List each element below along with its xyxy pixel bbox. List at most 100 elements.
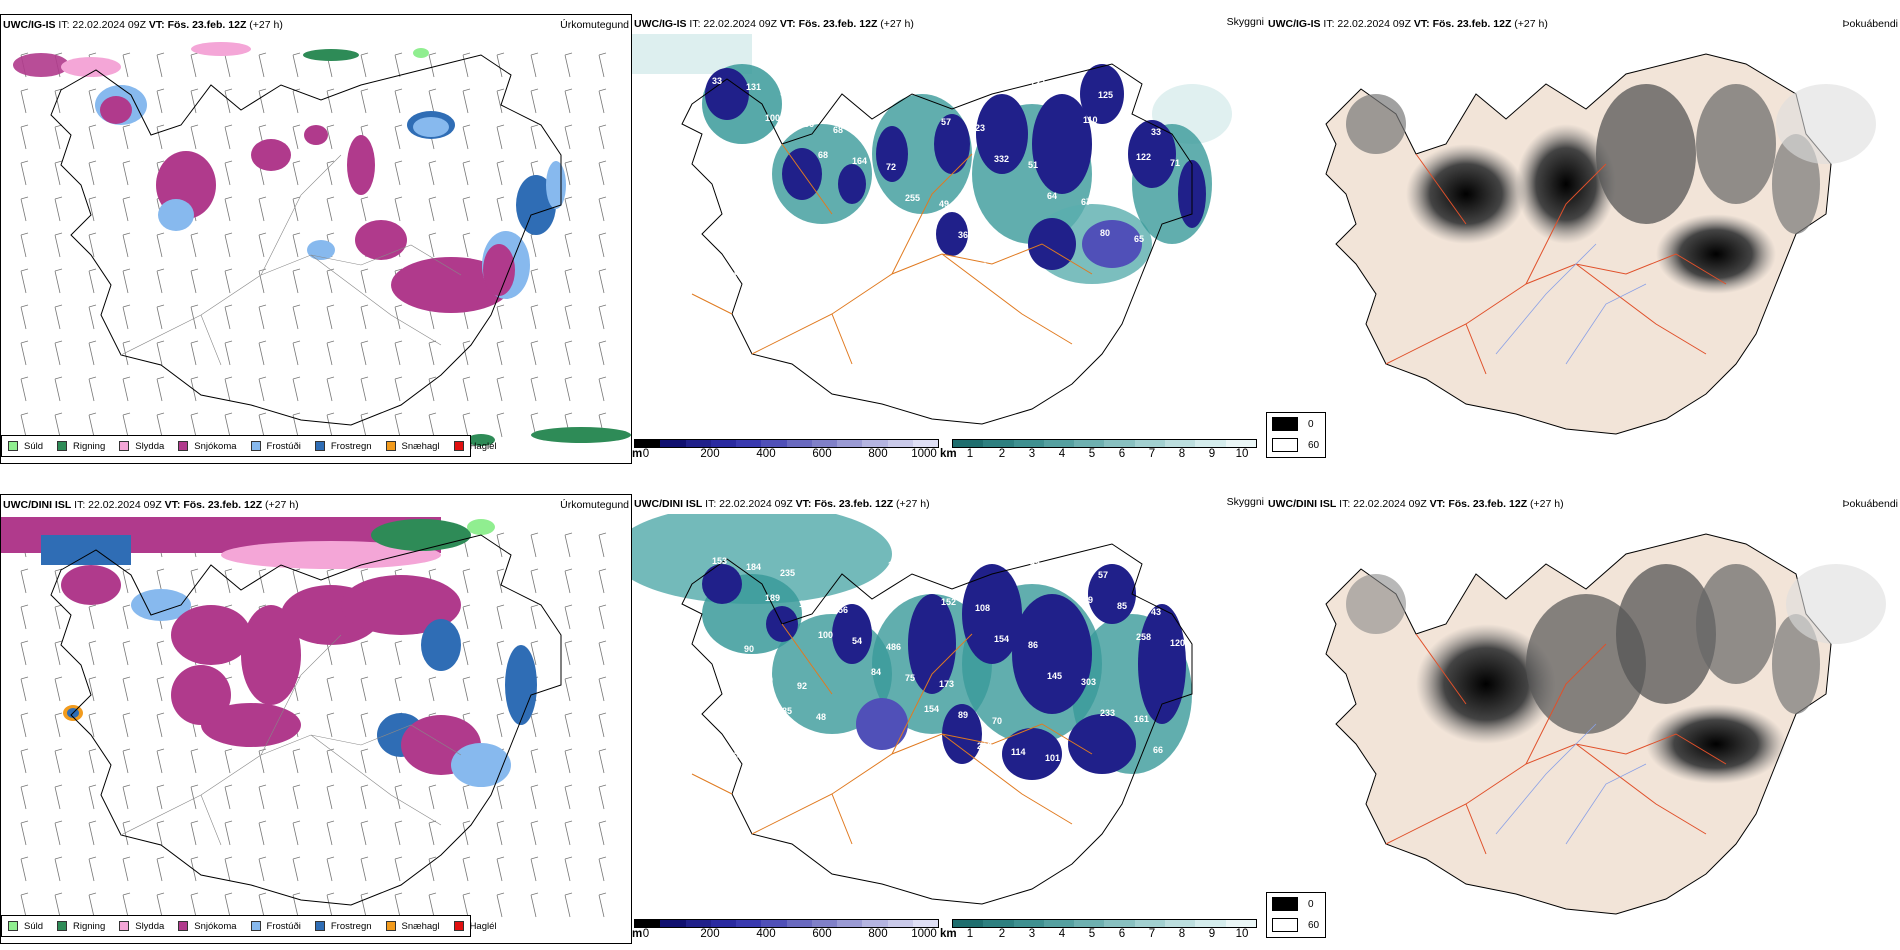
wind-barb bbox=[496, 52, 505, 78]
wind-barb bbox=[564, 784, 573, 810]
cloud-base-label: 255 bbox=[905, 193, 920, 203]
wind-barb bbox=[122, 676, 131, 702]
legend-item: Frostregn bbox=[314, 441, 372, 452]
wind-barb bbox=[394, 676, 403, 702]
cloud-base-label: 173 bbox=[939, 679, 954, 689]
colorbar-segment bbox=[811, 440, 837, 447]
cloud-base-label: 48 bbox=[816, 712, 826, 722]
legend-swatch bbox=[8, 441, 18, 451]
wind-barb bbox=[190, 232, 199, 258]
wind-barb bbox=[190, 304, 199, 330]
cloud-base-labels: 153 189 100 84 154 210 45 49 258 54 85 65 108 152 154 1… bbox=[712, 556, 1185, 763]
cloud-base-label: 184 bbox=[746, 562, 761, 572]
wind-barb bbox=[428, 856, 437, 882]
wind-barb bbox=[530, 640, 539, 666]
colorbar-segment bbox=[1013, 440, 1044, 447]
cloud-base-unit: m bbox=[632, 928, 643, 940]
colorbar-segment bbox=[761, 440, 787, 447]
fog-legend-swatch bbox=[1272, 897, 1298, 911]
wind-barb bbox=[326, 196, 335, 222]
cloud-base-label: 70 bbox=[992, 716, 1002, 726]
wind-barbs bbox=[20, 52, 607, 438]
wind-barb bbox=[598, 52, 607, 78]
wind-barb bbox=[462, 412, 471, 438]
visibility-colorbar: km 1 2 3 4 5 6 7 8 9 10 bbox=[940, 436, 1260, 464]
wind-barb bbox=[190, 784, 199, 810]
wind-barb bbox=[54, 640, 63, 666]
cloud-base-tick: 400 bbox=[756, 448, 776, 460]
wind-barb bbox=[564, 376, 573, 402]
wind-barb bbox=[54, 892, 63, 918]
visibility-tick: 4 bbox=[1058, 928, 1066, 940]
colorbar-segment bbox=[953, 920, 984, 927]
wind-barb bbox=[564, 532, 573, 558]
wind-barb bbox=[394, 856, 403, 882]
wind-barb bbox=[360, 268, 369, 294]
legend-item: Slydda bbox=[119, 921, 164, 932]
legend-swatch bbox=[314, 921, 325, 931]
wind-barb bbox=[224, 304, 233, 330]
colorbar-segment bbox=[1165, 440, 1196, 447]
wind-barb bbox=[88, 820, 97, 846]
model-name: UWC/IG-IS bbox=[1268, 18, 1321, 30]
roads bbox=[120, 154, 462, 366]
wind-barb bbox=[496, 340, 505, 366]
wind-barb bbox=[156, 856, 165, 882]
product-name: Þokuábendi bbox=[1842, 498, 1898, 510]
wind-barb bbox=[292, 892, 301, 918]
precip-type-map bbox=[1, 517, 607, 918]
wind-barb bbox=[326, 892, 335, 918]
fog-index-map bbox=[1325, 53, 1876, 435]
cloud-base-label: 71 bbox=[1170, 158, 1180, 168]
legend-label: Súld bbox=[24, 440, 44, 452]
cloud-base-label: 75 bbox=[905, 673, 915, 683]
wind-barb bbox=[258, 232, 267, 258]
valid-time: VT: Fös. 23.feb. 12Z bbox=[1413, 18, 1512, 30]
cloud-base-label: 49 bbox=[939, 199, 949, 209]
cloud-base-label: 264 bbox=[727, 751, 742, 761]
wind-barb bbox=[394, 304, 403, 330]
wind-barb bbox=[88, 268, 97, 294]
rivers bbox=[1495, 723, 1647, 845]
wind-barb bbox=[326, 784, 335, 810]
legend-swatch bbox=[57, 921, 68, 931]
colorbar-segment bbox=[1013, 920, 1044, 927]
wind-barb bbox=[462, 376, 471, 402]
cloud-base-label: 78 bbox=[1045, 273, 1055, 283]
panel-header: UWC/IG-IS IT: 22.02.2024 09Z VT: Fös. 23… bbox=[1268, 18, 1898, 32]
cloud-base-label: 131 bbox=[746, 82, 761, 92]
cloud-base-label: 43 bbox=[1151, 607, 1161, 617]
wind-barb bbox=[190, 268, 199, 294]
wind-barb bbox=[326, 376, 335, 402]
colorbar-segment bbox=[1074, 920, 1105, 927]
panel-header: UWC/DINI ISL IT: 22.02.2024 09Z VT: Fös.… bbox=[3, 499, 629, 513]
colorbar-segment bbox=[710, 920, 736, 927]
wind-barb bbox=[224, 340, 233, 366]
wind-barb bbox=[54, 676, 63, 702]
wind-barb bbox=[122, 856, 131, 882]
valid-time: VT: Fös. 23.feb. 12Z bbox=[1429, 498, 1528, 510]
colorbar-segment bbox=[1104, 440, 1135, 447]
colorbar-segment bbox=[1195, 920, 1226, 927]
cloud-base-labels: 33 100 68 61 95 66 123 110 122 225 44 40 64 57 332 64 80… bbox=[712, 76, 1180, 283]
colorbar-segment bbox=[983, 920, 1014, 927]
wind-barb bbox=[190, 892, 199, 918]
cloud-base-label: 114 bbox=[1011, 747, 1026, 757]
wind-barb bbox=[598, 892, 607, 918]
cloud-base-label: 33 bbox=[712, 76, 722, 86]
wind-barb bbox=[54, 340, 63, 366]
visibility-tick: 7 bbox=[1148, 928, 1156, 940]
colorbar-segment bbox=[862, 440, 888, 447]
valid-time: VT: Fös. 23.feb. 12Z bbox=[795, 498, 894, 510]
wind-barb bbox=[224, 196, 233, 222]
cloud-base-label: 66 bbox=[977, 261, 987, 271]
init-time: IT: 22.02.2024 09Z bbox=[689, 18, 777, 30]
wind-barb bbox=[326, 160, 335, 186]
visibility-tick: 10 bbox=[1235, 448, 1249, 460]
wind-barb bbox=[530, 568, 539, 594]
roads bbox=[691, 623, 1093, 845]
wind-barb bbox=[156, 88, 165, 114]
visibility-tick: 8 bbox=[1178, 928, 1186, 940]
wind-barb bbox=[360, 712, 369, 738]
wind-barb bbox=[496, 892, 505, 918]
